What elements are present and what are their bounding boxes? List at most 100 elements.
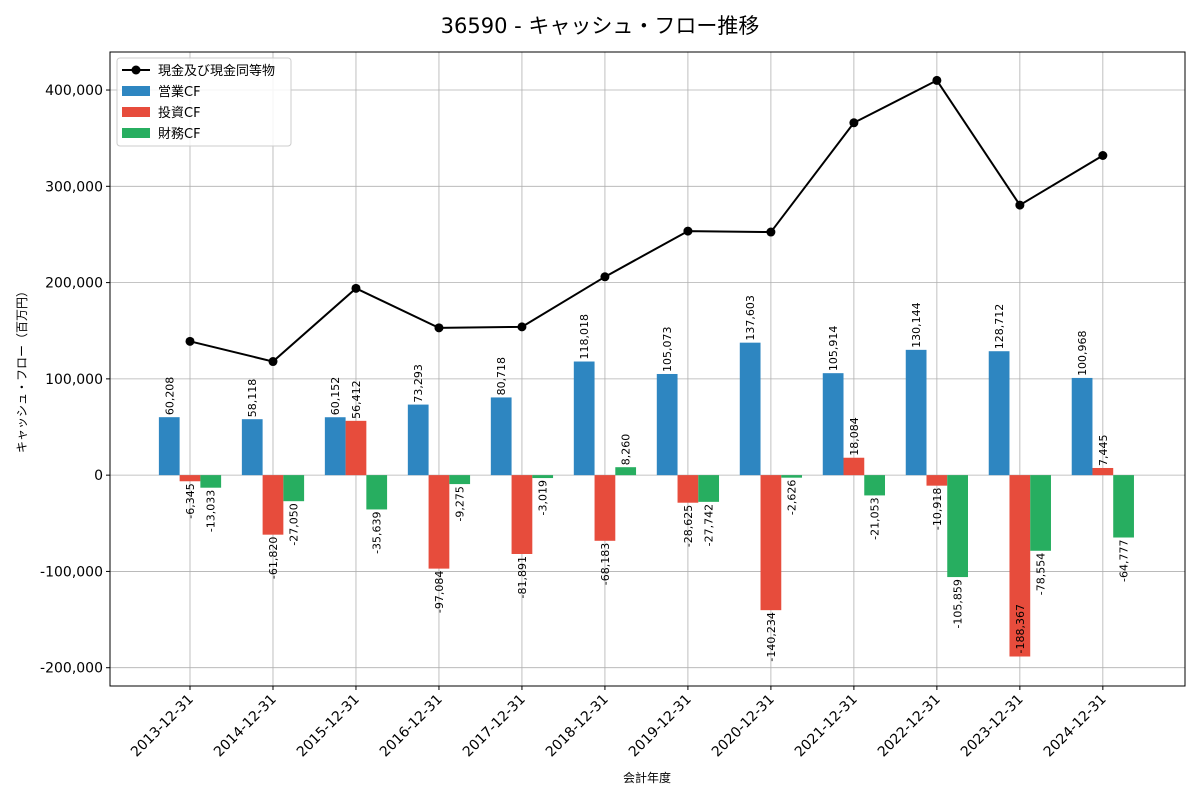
- bar-value-label: -27,742: [703, 504, 716, 546]
- cash-line-path: [189, 79, 1104, 363]
- bar-value-label: -68,183: [599, 543, 612, 585]
- bar-value-label: 118,018: [578, 314, 591, 360]
- bar-investing: [1009, 475, 1031, 657]
- bar-value-label: -10,918: [931, 488, 944, 530]
- y-tick-label: 0: [94, 468, 103, 484]
- bar-value-label: -6,345: [184, 483, 197, 518]
- grid: [110, 52, 1185, 686]
- bar-operating: [241, 419, 263, 476]
- y-axis-label: キャッシュ・フロー（百万円）: [15, 285, 29, 453]
- bar-operating: [573, 361, 595, 476]
- bar-value-label: 137,603: [744, 295, 757, 341]
- legend-swatch: [122, 107, 150, 117]
- bar-financing: [615, 467, 637, 476]
- bar-financing: [366, 475, 388, 510]
- bar-financing: [449, 475, 471, 485]
- chart-title: 36590 - キャッシュ・フロー推移: [441, 14, 760, 38]
- bar-value-label: 80,718: [495, 357, 508, 396]
- bar-value-label: -21,053: [869, 497, 882, 539]
- bar-investing: [760, 475, 782, 611]
- y-tick-label: 200,000: [45, 276, 103, 292]
- cash-line-point: [683, 226, 693, 236]
- y-tick-label: 100,000: [45, 372, 103, 388]
- cash-line-point: [766, 227, 776, 237]
- bar-value-label: 130,144: [910, 302, 923, 348]
- bar-investing: [428, 475, 450, 569]
- bar-value-label: 56,412: [350, 380, 363, 419]
- bar-financing: [532, 475, 554, 479]
- cash-line-point: [351, 283, 361, 293]
- legend-swatch: [122, 128, 150, 138]
- bars: [158, 342, 1134, 657]
- x-axis: 2013-12-31 2014-12-31 2015-12-31 2016-12-31…: [128, 686, 1110, 760]
- legend-box: [116, 57, 292, 147]
- bar-value-label: 58,118: [246, 379, 259, 418]
- legend-label: 営業CF: [158, 84, 201, 100]
- bar-investing: [926, 475, 948, 486]
- y-tick-label: -100,000: [40, 564, 103, 580]
- bar-operating: [407, 404, 429, 476]
- legend-marker: [131, 65, 141, 75]
- y-tick-label: 300,000: [45, 179, 103, 195]
- cash-line-point: [185, 336, 195, 346]
- bar-financing: [781, 475, 803, 478]
- bar-value-label: 128,712: [993, 304, 1006, 350]
- bar-financing: [283, 475, 305, 502]
- bar-value-label: -81,891: [516, 556, 529, 598]
- y-tick-label: 400,000: [45, 83, 103, 99]
- bar-financing: [698, 475, 720, 502]
- bar-value-label: -78,554: [1035, 553, 1048, 595]
- bar-investing: [179, 475, 201, 482]
- bar-value-label: 73,293: [412, 364, 425, 403]
- x-tick-label: 2022-12-31: [875, 692, 944, 761]
- bar-operating: [988, 351, 1010, 476]
- cash-line-point: [268, 357, 278, 367]
- bar-operating: [739, 342, 761, 476]
- bar-value-label: -64,777: [1118, 540, 1131, 582]
- x-tick-label: 2023-12-31: [958, 692, 1027, 761]
- bar-value-label: -188,367: [1014, 604, 1027, 653]
- y-axis: -200,000 -100,000 0 100,000 200,000 300,000 40…: [40, 83, 110, 677]
- legend-label: 投資CF: [158, 105, 201, 121]
- bar-value-label: -140,234: [765, 612, 778, 661]
- bar-value-label: -61,820: [267, 537, 280, 579]
- plot-frame: [109, 51, 1186, 687]
- cash-line-point: [600, 272, 610, 282]
- x-tick-label: 2013-12-31: [128, 692, 197, 761]
- bar-investing: [262, 475, 284, 535]
- bar-operating: [822, 373, 844, 476]
- legend-swatch: [122, 86, 150, 96]
- legend-label: 現金及び現金同等物: [158, 63, 275, 79]
- x-tick-label: 2017-12-31: [460, 692, 529, 761]
- bar-value-label: 100,968: [1076, 330, 1089, 376]
- cash-line: [185, 75, 1108, 367]
- cash-line-point: [1015, 200, 1025, 210]
- bar-value-label: 105,914: [827, 326, 840, 372]
- y-tick-label: -200,000: [40, 661, 103, 677]
- cash-line-point: [1098, 151, 1108, 161]
- x-tick-label: 2016-12-31: [377, 692, 446, 761]
- cash-line-point: [434, 323, 444, 333]
- x-tick-label: 2018-12-31: [543, 692, 612, 761]
- bar-financing: [200, 475, 222, 488]
- bar-investing: [345, 420, 367, 476]
- bar-value-label: -27,050: [288, 503, 301, 545]
- x-axis-label: 会計年度: [623, 770, 671, 785]
- bar-operating: [1071, 377, 1093, 476]
- bar-value-label: 105,073: [661, 326, 674, 372]
- bar-value-label: 18,084: [848, 417, 861, 456]
- bar-value-label: 60,208: [163, 377, 176, 416]
- bar-value-label: -105,859: [952, 579, 965, 628]
- bar-value-label: 7,445: [1097, 434, 1110, 466]
- bar-value-label: -97,084: [433, 571, 446, 613]
- bar-investing: [677, 475, 699, 503]
- bar-value-label: 8,260: [620, 434, 633, 466]
- x-tick-label: 2024-12-31: [1041, 692, 1110, 761]
- bar-investing: [843, 457, 865, 476]
- x-tick-label: 2014-12-31: [211, 692, 280, 761]
- bar-value-label: -9,275: [454, 486, 467, 521]
- bar-operating: [324, 417, 346, 476]
- bar-operating: [490, 397, 512, 476]
- cash-line-point: [932, 75, 942, 85]
